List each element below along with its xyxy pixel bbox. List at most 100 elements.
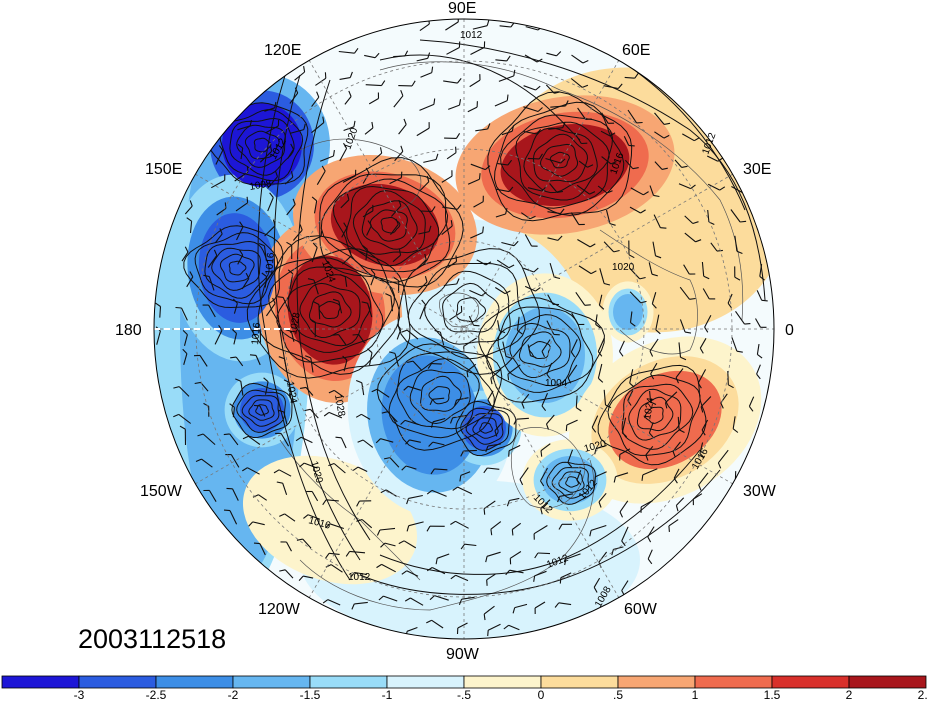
contour-label: 1008 (249, 178, 273, 193)
wind-barb (575, 291, 591, 306)
wind-barb (593, 577, 601, 593)
wind-barb (294, 66, 306, 81)
wind-barb (406, 494, 423, 505)
wind-barb (576, 470, 582, 486)
wind-barbs (155, 19, 768, 638)
wind-barb (405, 439, 421, 445)
isobar-low-165w-4 (236, 389, 286, 433)
wind-barb (567, 364, 578, 384)
colorbar-tick-label: .5 (613, 688, 623, 702)
wind-barb (296, 538, 312, 549)
wind-barb (570, 78, 589, 88)
wind-barb (541, 392, 549, 412)
wind-barb (340, 193, 350, 209)
wind-barb (533, 570, 547, 582)
wind-barb (378, 595, 398, 602)
wind-barb (287, 143, 294, 159)
wind-barb (226, 487, 239, 501)
wind-barb (401, 329, 419, 340)
isobar-low-160e-2 (219, 253, 255, 283)
colorbar-tick-label: 2 (846, 688, 853, 702)
wind-barb (706, 155, 724, 162)
wind-barb (232, 298, 238, 314)
wind-barb (577, 239, 596, 248)
wind-barb (509, 551, 522, 565)
isobar-high-dateline-4 (287, 274, 372, 347)
isobar-low-arctic-2 (420, 375, 462, 412)
wind-barb (619, 340, 625, 357)
wind-barb (362, 204, 374, 218)
wind-barb (261, 272, 268, 288)
wind-barb (534, 552, 551, 559)
wind-barb (252, 494, 268, 501)
wind-barb (339, 71, 353, 80)
colorbar-tick-label: -2 (228, 688, 239, 702)
wind-barb (355, 379, 365, 396)
longitude-label-30e: 30E (743, 161, 771, 178)
wind-barb (540, 467, 548, 487)
wind-barb (361, 301, 373, 318)
wind-barb (289, 87, 299, 104)
wind-barb (498, 69, 516, 82)
wind-barb (545, 157, 566, 164)
colorbar-tick-label: -.5 (457, 688, 471, 702)
wind-barb (446, 146, 457, 160)
wind-barb (295, 436, 313, 444)
isobar-low-160e-4 (204, 240, 270, 299)
wind-barb (448, 99, 462, 110)
wind-barb (304, 408, 319, 419)
wind-barb (486, 573, 496, 586)
wind-barb (335, 436, 347, 449)
wind-barb (682, 133, 700, 142)
longitude-label-180: 180 (115, 322, 142, 339)
wind-barb (627, 109, 643, 124)
wind-barb (426, 525, 445, 532)
longitude-labels: 90E 60E 120E 30E 150E 180 0 150W 30W 120… (115, 0, 794, 663)
isobar-low-canada-6 (478, 297, 605, 403)
wind-barb (371, 388, 390, 398)
wind-barb (287, 269, 294, 290)
wind-barb (698, 472, 709, 491)
isobar-sweep-7 (379, 54, 581, 141)
contour-label: 1016 (250, 322, 263, 346)
isobar-high-120e-2 (369, 209, 408, 242)
wind-barb (605, 209, 616, 226)
wind-barb (621, 526, 629, 547)
colorbar-tick-label: 1.5 (764, 688, 781, 702)
wind-barb (211, 174, 226, 189)
wind-barb (523, 85, 541, 91)
wind-barb (323, 411, 343, 419)
isobar-central-5 (397, 248, 541, 375)
wind-barb (619, 500, 629, 518)
wind-barb (454, 397, 469, 406)
colorbar-labels: -3-2.5-2-1.5-1-.50.511.522.53 (74, 688, 928, 702)
wind-barb (356, 500, 372, 507)
wind-barb (524, 234, 538, 247)
wind-barb (483, 467, 500, 474)
wind-barb (731, 336, 743, 353)
wind-barb (443, 78, 462, 84)
wind-barb (203, 274, 215, 291)
wind-barb (325, 564, 343, 573)
wind-barb (496, 259, 515, 269)
isobar-high-60e-4 (523, 127, 598, 194)
wind-barb (300, 386, 314, 396)
wind-barb (494, 422, 503, 437)
wind-barb (279, 569, 294, 579)
wind-barb (456, 622, 468, 635)
wind-barb (467, 173, 481, 185)
wind-barb (376, 527, 396, 536)
wind-barb (564, 553, 581, 566)
wind-barb (648, 422, 654, 438)
wind-barb (368, 92, 380, 105)
wind-barb (342, 169, 357, 183)
wind-barb (756, 364, 761, 380)
wind-barb (277, 296, 290, 312)
wind-barb (679, 319, 692, 334)
isobar-low-baffin-1 (479, 422, 493, 434)
wind-barb (570, 212, 585, 226)
wind-barb (624, 159, 639, 170)
wind-barb (407, 360, 423, 371)
wind-barb (641, 468, 658, 481)
wind-barb (502, 341, 512, 359)
